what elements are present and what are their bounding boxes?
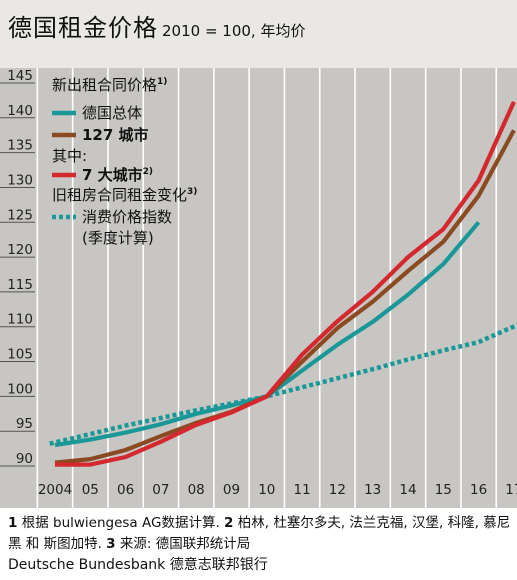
y-tick-label: 135	[7, 138, 33, 154]
y-tick-label: 95	[16, 416, 33, 432]
series-line-3	[49, 322, 517, 446]
y-tick-label: 140	[7, 103, 33, 119]
source-bar: Deutsche Bundesbank 德意志联邦银行	[0, 551, 517, 580]
x-tick-label: 16	[470, 482, 487, 498]
line-chart: 90 95 100 105 110 115 120 125 130 135 140 145 2004 0…	[0, 68, 517, 508]
y-tick-label: 105	[7, 347, 33, 363]
y-tick-label: 100	[7, 381, 33, 397]
y-tick-label: 130	[7, 172, 33, 188]
legend-label-germany: 德国总体	[82, 104, 142, 122]
legend-label-7-cities: 7 大城市2)	[82, 166, 153, 184]
x-tick-label: 10	[258, 482, 275, 498]
footnote-2: 柏林, 杜塞尔多夫, 法兰克福, 汉堡, 科隆, 慕尼黑 和 斯图加特.	[8, 515, 511, 552]
series-layer	[49, 100, 517, 467]
legend-heading-old-contracts: 旧租房合同租金变化3)	[52, 186, 197, 204]
y-tick-label: 115	[7, 277, 33, 293]
legend-heading-new-contracts: 新出租合同价格1)	[52, 76, 167, 94]
footnote-2-marker: 2	[224, 515, 234, 531]
x-tick-label: 09	[223, 482, 240, 498]
y-tick-label: 90	[16, 451, 33, 467]
legend-label-cpi-note: (季度计算)	[82, 229, 154, 247]
x-tick-label: 11	[294, 482, 311, 498]
legend-label-cpi: 消费价格指数	[82, 208, 172, 226]
x-tick-label: 17	[505, 482, 517, 498]
y-tick-label: 145	[7, 68, 33, 84]
x-tick-label: 05	[82, 482, 99, 498]
x-tick-label: 06	[117, 482, 134, 498]
footnote-text: 1 根据 bulwiengesa AG数据计算. 2 柏林, 杜塞尔多夫, 法兰…	[8, 513, 513, 555]
legend-subheading: 其中:	[52, 147, 87, 165]
legend-label-127-cities: 127 城市	[82, 126, 149, 144]
x-tick-label: 08	[188, 482, 205, 498]
y-tick-label: 125	[7, 207, 33, 223]
series-line-0	[54, 220, 481, 448]
x-tick-label: 13	[364, 482, 381, 498]
x-axis: 2004 05 06 07 08 09 10 11 12 13 14 15 16 17	[38, 482, 517, 498]
x-tick-label: 12	[329, 482, 346, 498]
x-tick-label: 07	[152, 482, 169, 498]
chart-title-text: 德国租金价格	[8, 14, 158, 42]
chart-subtitle: 2010 = 100, 年均价	[162, 22, 306, 40]
grid-layer	[36, 68, 498, 508]
footnote-3: 来源: 德国联邦统计局	[119, 536, 251, 552]
y-axis: 90 95 100 105 110 115 120 125 130 135 140 145	[0, 68, 35, 467]
series-line-2	[55, 100, 516, 467]
source-text: Deutsche Bundesbank 德意志联邦银行	[8, 557, 268, 573]
chart-title: 德国租金价格 2010 = 100, 年均价	[8, 8, 305, 43]
footnote-1: 根据 bulwiengesa AG数据计算.	[21, 515, 220, 531]
chart-area: 90 95 100 105 110 115 120 125 130 135 140 145 2004 0…	[0, 68, 517, 508]
x-tick-label: 15	[435, 482, 452, 498]
x-tick-label: 2004	[38, 482, 72, 498]
footnote-1-marker: 1	[8, 515, 18, 531]
footnote-3-marker: 3	[106, 536, 116, 552]
y-tick-label: 110	[7, 312, 33, 328]
x-tick-label: 14	[399, 482, 416, 498]
y-tick-label: 120	[7, 242, 33, 258]
series-line-1	[54, 129, 516, 465]
chart-header: 德国租金价格 2010 = 100, 年均价	[0, 0, 517, 68]
